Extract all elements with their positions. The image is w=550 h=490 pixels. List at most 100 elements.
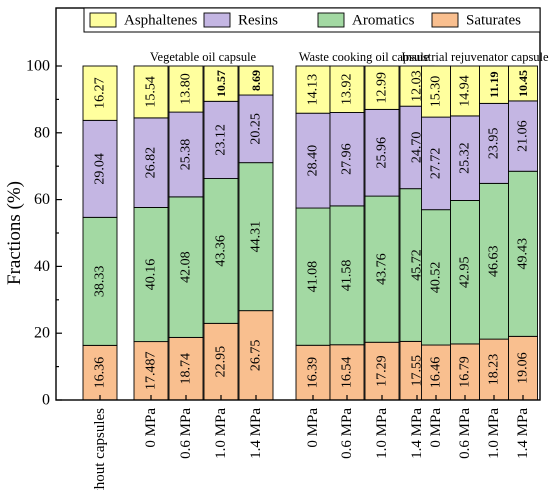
- bar-asphaltenes-7: [364, 65, 400, 110]
- bar-resins-1: [133, 117, 169, 208]
- group-label-3: Insustrial rejuvenator capsule: [401, 50, 549, 64]
- y-axis-title: Fractions (%): [4, 181, 25, 285]
- y-tick-label-80: 80: [34, 124, 50, 141]
- bar-aromatics-2: [168, 196, 204, 338]
- legend-label-asphaltenes: Asphaltenes: [124, 13, 197, 29]
- bar-saturates-0: [82, 344, 118, 401]
- bars-layer: [82, 65, 538, 401]
- bar-saturates-7: [364, 341, 400, 401]
- value-label-asphaltenes-3: 10.57: [214, 70, 228, 97]
- legend-label-saturates: Saturates: [466, 13, 521, 29]
- bar-saturates-12: [508, 335, 538, 401]
- value-label-asphaltenes-4: 8.69: [249, 70, 263, 91]
- group-label-2: Waste cooking oil capsule: [299, 50, 430, 64]
- value-label-saturates-11: 18.23: [487, 354, 502, 386]
- bar-aromatics-6: [329, 205, 365, 346]
- value-label-resins-10: 25.32: [458, 142, 473, 174]
- bar-resins-2: [168, 111, 204, 198]
- category-label-1: 0 MPa: [143, 408, 159, 448]
- bar-asphaltenes-6: [329, 65, 365, 113]
- y-tick-label-0: 0: [42, 392, 50, 409]
- category-label-9: 0 MPa: [428, 408, 444, 448]
- value-label-resins-8: 24.70: [410, 132, 425, 164]
- bar-resins-6: [329, 112, 365, 207]
- value-label-resins-9: 27.72: [429, 148, 444, 180]
- bar-saturates-4: [238, 310, 274, 401]
- value-label-asphaltenes-12: 10.45: [516, 70, 530, 97]
- value-label-asphaltenes-11: 11.19: [487, 72, 501, 98]
- category-label-5: 0 MPa: [305, 408, 321, 448]
- category-label-12: 1.4 MPa: [515, 408, 531, 459]
- value-label-aromatics-4: 44.31: [249, 221, 264, 253]
- value-label-saturates-3: 22.95: [214, 346, 229, 378]
- value-label-resins-12: 21.06: [516, 120, 531, 152]
- bar-aromatics-1: [133, 207, 169, 343]
- category-label-3: 1.0 MPa: [213, 408, 229, 459]
- legend-label-aromatics: Aromatics: [352, 13, 415, 29]
- value-label-aromatics-9: 40.52: [429, 262, 444, 294]
- value-label-asphaltenes-9: 15.30: [429, 76, 444, 108]
- bar-asphaltenes-12: [508, 65, 538, 102]
- value-label-saturates-0: 16.36: [93, 357, 108, 389]
- bar-aromatics-7: [364, 195, 400, 343]
- legend-swatch-resins: [203, 12, 231, 28]
- value-label-saturates-8: 17.55: [410, 355, 425, 387]
- bar-asphaltenes-9: [421, 65, 451, 118]
- value-label-aromatics-6: 41.58: [340, 260, 355, 292]
- value-label-resins-11: 23.95: [487, 128, 502, 160]
- bar-aromatics-10: [450, 200, 480, 345]
- value-label-asphaltenes-8: 12.03: [410, 70, 425, 102]
- bar-resins-4: [238, 94, 274, 164]
- bar-saturates-5: [295, 344, 331, 401]
- legend-swatch-asphaltenes: [89, 12, 117, 28]
- value-label-asphaltenes-10: 14.94: [458, 75, 473, 107]
- legend: Asphaltenes Resins Aromatics Saturates: [83, 7, 541, 33]
- legend-swatch-aromatics: [317, 12, 345, 28]
- value-label-aromatics-3: 43.36: [214, 235, 229, 266]
- y-tick-label-40: 40: [34, 258, 50, 275]
- legend-swatch-saturates: [431, 12, 459, 28]
- value-label-saturates-5: 16.39: [306, 357, 321, 389]
- group-label-1: Vegetable oil capsule: [150, 50, 257, 64]
- legend-label-resins: Resins: [238, 13, 278, 29]
- value-label-saturates-7: 17.29: [375, 355, 390, 387]
- bar-aromatics-9: [421, 209, 451, 346]
- value-label-saturates-2: 18.74: [179, 353, 194, 385]
- bar-aromatics-0: [82, 216, 118, 346]
- value-label-resins-7: 25.96: [375, 137, 390, 169]
- bar-aromatics-4: [238, 162, 274, 312]
- value-label-aromatics-10: 42.95: [458, 256, 473, 288]
- value-label-aromatics-1: 40.16: [144, 259, 159, 291]
- bar-asphaltenes-11: [479, 65, 509, 104]
- value-label-asphaltenes-6: 13.92: [340, 73, 355, 105]
- value-label-saturates-10: 16.79: [458, 356, 473, 388]
- bar-asphaltenes-2: [168, 65, 204, 113]
- y-tick-label-60: 60: [34, 191, 50, 208]
- value-label-saturates-4: 26.75: [249, 340, 264, 372]
- value-label-aromatics-11: 46.63: [487, 245, 502, 277]
- value-label-asphaltenes-1: 15.54: [144, 76, 159, 108]
- value-label-asphaltenes-2: 13.80: [179, 73, 194, 105]
- value-label-resins-1: 26.82: [144, 147, 159, 179]
- bar-asphaltenes-4: [238, 65, 274, 96]
- legend-frame: [83, 7, 541, 33]
- value-label-asphaltenes-7: 12.99: [375, 72, 390, 104]
- value-label-resins-4: 20.25: [249, 113, 264, 145]
- bar-resins-11: [479, 102, 509, 184]
- y-tick-label-20: 20: [34, 325, 50, 342]
- value-label-aromatics-7: 43.76: [375, 253, 390, 285]
- category-label-4: 1.4 MPa: [248, 408, 264, 459]
- value-label-asphaltenes-0: 16.27: [93, 77, 108, 109]
- category-label-0: Without capsules: [92, 408, 108, 490]
- category-label-6: 0.6 MPa: [339, 408, 355, 459]
- value-label-aromatics-2: 42.08: [179, 251, 194, 283]
- value-label-resins-0: 29.04: [93, 153, 108, 185]
- category-label-11: 1.0 MPa: [486, 408, 502, 459]
- bar-asphaltenes-3: [203, 65, 239, 102]
- value-label-saturates-9: 16.46: [429, 357, 444, 389]
- bar-resins-5: [295, 112, 331, 209]
- category-label-2: 0.6 MPa: [178, 408, 194, 459]
- value-label-saturates-6: 16.54: [340, 357, 355, 389]
- value-label-aromatics-5: 41.08: [306, 261, 321, 293]
